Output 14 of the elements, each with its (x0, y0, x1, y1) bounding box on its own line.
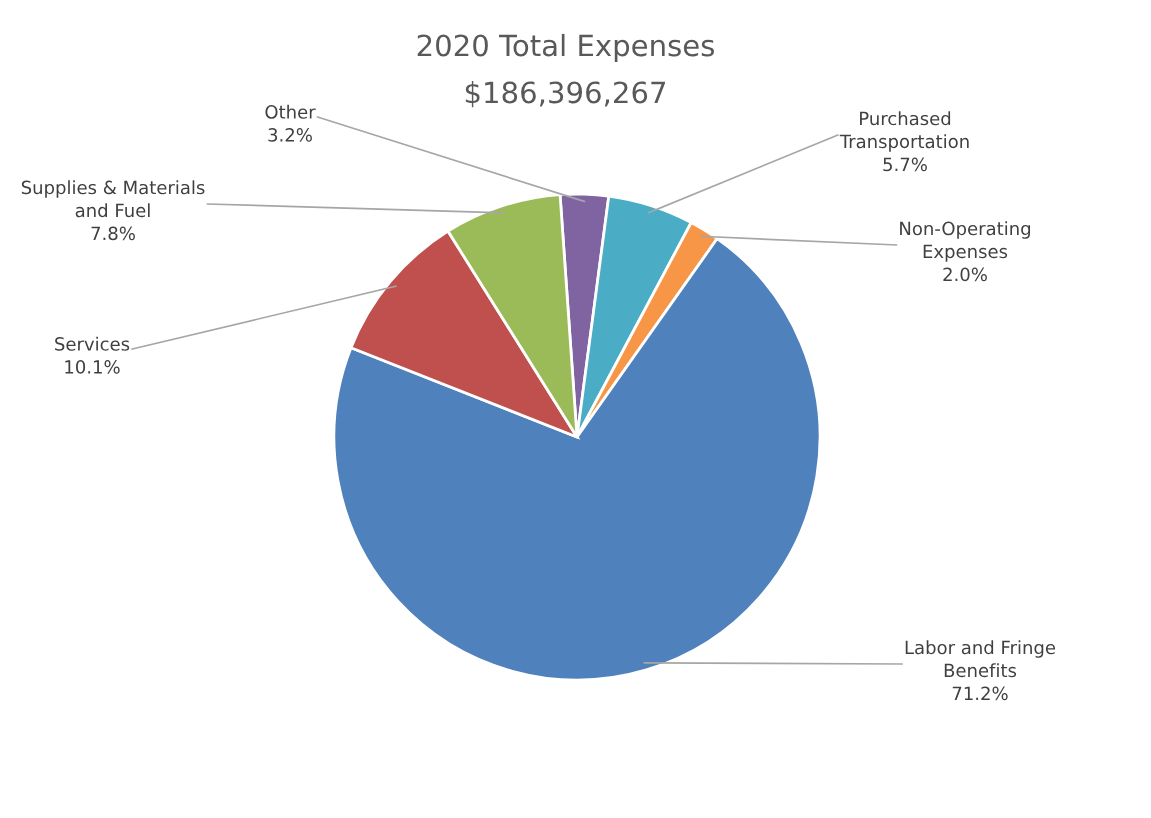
slice-label: Non-Operating Expenses (900, 221, 1030, 262)
slice-label: Supplies & Materials and Fuel (21, 180, 205, 218)
data-label: 10.1% (65, 360, 120, 374)
data-label: 71.2% (952, 686, 1008, 701)
data-label: 2.0% (943, 267, 987, 282)
slice-label: Other (265, 104, 316, 119)
slice-label: Labor and Fringe Benefits (905, 640, 1056, 678)
chart-title: 2020 Total Expenses (417, 33, 714, 63)
slice-label: Services (55, 336, 130, 351)
data-label: 3.2% (268, 128, 312, 142)
slice-label: Purchased Transportation (839, 111, 969, 152)
data-label: 5.7% (883, 157, 927, 172)
chart-subtitle: $186,396,267 (465, 80, 666, 108)
data-label: 7.8% (91, 226, 135, 241)
